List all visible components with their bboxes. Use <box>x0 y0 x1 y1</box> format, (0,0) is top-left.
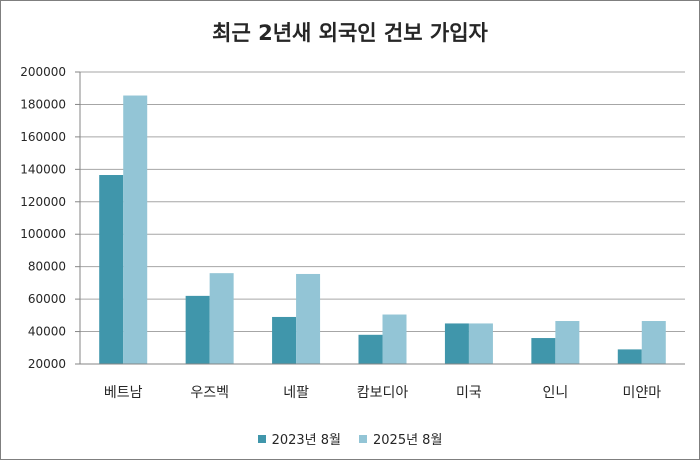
legend-label-series-2: 2025년 8월 <box>373 433 443 448</box>
chart-title: 최근 2년새 외국인 건보 가입자 <box>212 21 488 45</box>
bar-series-1 <box>531 338 556 364</box>
y-tick-label: 140000 <box>20 162 66 176</box>
y-tick-label: 100000 <box>20 227 66 241</box>
bar-series-1 <box>444 323 469 364</box>
bar-series-2 <box>468 323 493 364</box>
x-category-label: 미국 <box>456 385 482 401</box>
y-tick-label: 160000 <box>20 130 66 144</box>
bar-series-1 <box>272 316 297 364</box>
axis-labels: 20000 40000 60000 80000 100000 120000 140000 16… <box>20 65 661 401</box>
legend-swatch-series-2 <box>359 434 367 443</box>
bar-series-2 <box>555 321 580 364</box>
legend-label-series-1: 2023년 8월 <box>271 433 341 448</box>
y-tick-label: 200000 <box>20 65 66 79</box>
bars <box>99 95 666 365</box>
y-tick-label: 40000 <box>28 325 66 339</box>
axes <box>75 71 685 365</box>
y-tick-label: 120000 <box>20 195 66 209</box>
bar-series-1 <box>185 295 210 364</box>
y-tick-label: 180000 <box>20 97 66 111</box>
legend-item-series-2: 2025년 8월 <box>359 429 442 448</box>
legend-item-series-1: 2023년 8월 <box>257 429 341 448</box>
bar-series-2 <box>641 321 666 364</box>
y-tick-label: 20000 <box>28 357 66 371</box>
x-category-label: 네팔 <box>283 385 309 401</box>
bar-chart: 20000 40000 60000 80000 100000 120000 140000 16… <box>20 65 685 401</box>
bar-series-2 <box>123 95 148 365</box>
x-category-label: 베트남 <box>104 385 143 401</box>
bar-series-2 <box>382 314 407 364</box>
bar-series-1 <box>617 349 642 364</box>
x-category-label: 우즈벡 <box>190 385 229 401</box>
x-category-label: 인니 <box>542 385 568 401</box>
bar-series-2 <box>209 273 234 364</box>
bar-series-1 <box>358 334 383 364</box>
x-category-label: 미얀마 <box>622 385 661 401</box>
legend-swatch-series-1 <box>257 434 266 443</box>
legend: 2023년 8월 2025년 8월 <box>1 429 699 448</box>
bar-series-2 <box>296 273 321 364</box>
y-tick-label: 60000 <box>28 292 66 306</box>
bar-series-1 <box>99 175 124 364</box>
gridlines <box>80 71 685 333</box>
x-category-label: 캄보디아 <box>357 385 409 401</box>
y-tick-label: 80000 <box>28 260 66 274</box>
